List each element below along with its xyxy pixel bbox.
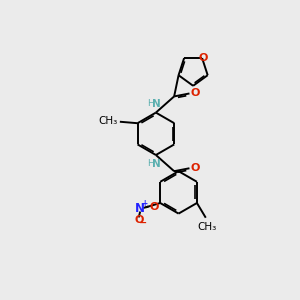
Text: N: N — [135, 202, 145, 214]
Text: H: H — [147, 159, 154, 168]
Text: O: O — [191, 88, 200, 98]
Text: N: N — [152, 159, 161, 169]
Text: O: O — [149, 202, 158, 212]
Text: H: H — [147, 99, 154, 108]
Text: O: O — [134, 215, 143, 225]
Text: CH₃: CH₃ — [98, 116, 118, 126]
Text: O: O — [191, 163, 200, 173]
Text: N: N — [152, 99, 161, 109]
Text: CH₃: CH₃ — [198, 222, 217, 232]
Text: −: − — [140, 218, 148, 228]
Text: +: + — [141, 200, 147, 208]
Text: O: O — [199, 52, 208, 62]
